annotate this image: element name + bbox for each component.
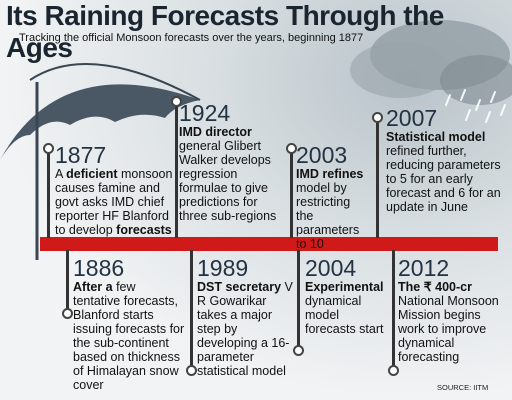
- event-1886: 1886 After a few tentative forecasts, Bl…: [73, 256, 185, 392]
- marker-2004: [293, 345, 304, 356]
- event-year: 1924: [179, 100, 231, 126]
- event-text: IMD director general Glibert Walker deve…: [179, 125, 277, 223]
- source-note: SOURCE: IITM: [437, 383, 489, 392]
- event-text: Experimental dynamical model forecasts s…: [305, 280, 384, 336]
- event-year: 2004: [305, 255, 357, 281]
- event-year: 1989: [197, 255, 249, 281]
- marker-1886: [62, 308, 73, 319]
- marker-2007: [372, 112, 383, 123]
- rain-cloud-icon: [350, 20, 512, 123]
- connector-2012: [392, 250, 395, 370]
- event-2003: 2003 IMD refines model by restricting th…: [296, 143, 368, 251]
- event-year: 1886: [73, 255, 125, 281]
- event-year: 2003: [296, 142, 348, 168]
- event-2004: 2004 Experimental dynamical model foreca…: [305, 256, 387, 336]
- connector-2007: [376, 120, 379, 238]
- event-text: After a few tentative forecasts, Blanfor…: [73, 280, 185, 392]
- marker-1924: [171, 96, 182, 107]
- event-text: The ₹ 400-cr National Monsoon Mission be…: [398, 280, 499, 364]
- marker-1989: [186, 365, 197, 376]
- connector-1989: [190, 250, 193, 370]
- marker-1877: [43, 143, 54, 154]
- event-1989: 1989 DST secretary V R Gowarikar takes a…: [197, 256, 293, 378]
- connector-1886: [66, 250, 69, 312]
- event-1924: 1924 IMD director general Glibert Walker…: [179, 101, 287, 223]
- marker-2012: [388, 365, 399, 376]
- event-text: IMD refines model by restricting the par…: [296, 167, 364, 251]
- timeline-bar: [40, 237, 498, 251]
- umbrella-icon: [0, 63, 201, 260]
- event-year: 2007: [386, 105, 438, 131]
- event-2007: 2007 Statistical model refined further, …: [386, 106, 504, 214]
- event-year: 1877: [55, 142, 107, 168]
- page-subtitle: Tracking the official Monsoon forecasts …: [19, 32, 364, 44]
- connector-2004: [297, 250, 300, 350]
- connector-1924: [175, 100, 178, 238]
- event-text: Statistical model refined further, reduc…: [386, 130, 501, 214]
- event-text: A deficient monsoon causes famine and go…: [55, 167, 173, 237]
- event-1877: 1877 A deficient monsoon causes famine a…: [55, 143, 173, 237]
- event-2012: 2012 The ₹ 400-cr National Monsoon Missi…: [398, 256, 502, 364]
- marker-2003: [286, 143, 297, 154]
- event-text: DST secretary V R Gowarikar takes a majo…: [197, 280, 293, 378]
- event-year: 2012: [398, 255, 450, 281]
- page-title: Its Raining Forecasts Through the Ages: [6, 0, 444, 63]
- connector-1877: [47, 150, 50, 238]
- connector-2003: [290, 150, 293, 238]
